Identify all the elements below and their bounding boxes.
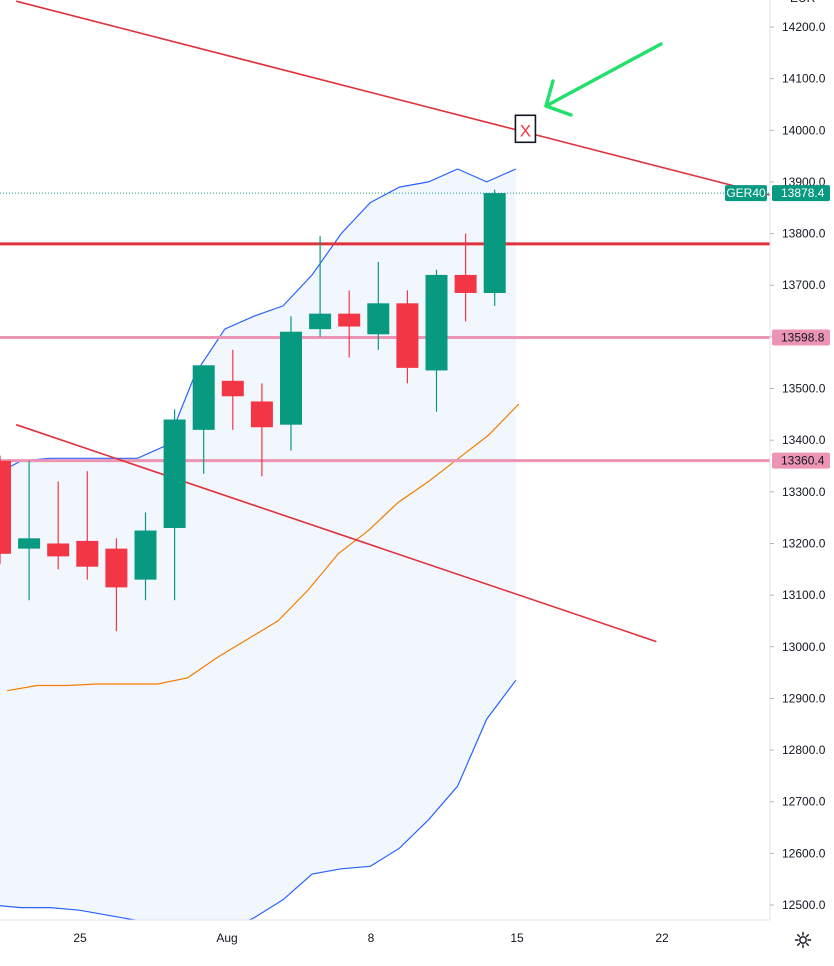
price-badge-label: 13878.4 bbox=[781, 186, 825, 200]
candle-body bbox=[338, 313, 361, 327]
price-tick-label: 13300.0 bbox=[782, 485, 826, 499]
price-axis-unit: EUR bbox=[790, 0, 816, 5]
candle-body bbox=[396, 303, 419, 368]
time-tick-label: 15 bbox=[510, 931, 524, 945]
price-tick-label: 12900.0 bbox=[782, 691, 826, 705]
price-tick-label: 13100.0 bbox=[782, 588, 826, 602]
candle bbox=[280, 316, 302, 451]
price-tick-label: 14200.0 bbox=[782, 20, 826, 34]
trendlines bbox=[15, 0, 800, 643]
candle bbox=[309, 236, 332, 337]
bollinger-middle-line bbox=[6, 403, 520, 692]
candle bbox=[47, 481, 70, 570]
candle-body bbox=[483, 193, 506, 293]
price-tick-label: 13400.0 bbox=[782, 433, 826, 447]
candle bbox=[250, 383, 273, 477]
price-badge bbox=[772, 329, 830, 346]
candle bbox=[163, 409, 186, 601]
price-badge-label: 13598.8 bbox=[781, 331, 825, 345]
price-tick-label: 14100.0 bbox=[782, 72, 826, 86]
candle bbox=[396, 290, 419, 384]
candle bbox=[76, 471, 99, 580]
arrow-shaft bbox=[544, 42, 663, 108]
price-tick-label: 13200.0 bbox=[782, 536, 826, 550]
price-tick-label: 13800.0 bbox=[782, 227, 826, 241]
candle bbox=[105, 538, 128, 632]
candle-body bbox=[425, 274, 448, 371]
price-badge bbox=[772, 185, 830, 202]
candle-body bbox=[163, 419, 186, 528]
time-tick-label: 25 bbox=[73, 931, 87, 945]
price-axis bbox=[770, 0, 834, 966]
price-badges: 13878.4 GER40 13598.8 13360.4 bbox=[725, 185, 830, 469]
price-badge bbox=[772, 452, 830, 469]
bollinger-upper-line bbox=[0, 168, 517, 473]
price-tick-label: 13500.0 bbox=[782, 382, 826, 396]
bollinger-fill bbox=[0, 169, 516, 936]
price-tick-label: 12500.0 bbox=[782, 898, 826, 912]
marker-text: X bbox=[520, 121, 531, 140]
candle-body bbox=[18, 538, 41, 549]
candle-body bbox=[250, 401, 273, 428]
candle bbox=[454, 233, 477, 322]
candle-body bbox=[0, 460, 11, 554]
time-tick-label: Aug bbox=[216, 931, 237, 945]
candle bbox=[425, 269, 448, 412]
price-tick-label: 14000.0 bbox=[782, 123, 826, 137]
candle bbox=[338, 290, 361, 358]
candle-body bbox=[105, 548, 128, 588]
time-tick-label: 8 bbox=[368, 931, 375, 945]
trendline-0 bbox=[15, 0, 800, 204]
price-tick-label: 13700.0 bbox=[782, 278, 826, 292]
time-tick-label: 22 bbox=[655, 931, 669, 945]
candle-body bbox=[454, 274, 477, 293]
candle bbox=[0, 455, 11, 565]
annotations: X bbox=[514, 42, 663, 144]
candle bbox=[221, 349, 244, 430]
candle bbox=[192, 365, 215, 474]
horizontal-levels bbox=[0, 192, 770, 463]
candles bbox=[0, 189, 506, 632]
candle bbox=[18, 460, 41, 601]
symbol-badge bbox=[725, 185, 767, 202]
gear-icon[interactable] bbox=[793, 930, 813, 950]
candle bbox=[134, 512, 157, 601]
symbol-badge-label: GER40 bbox=[726, 186, 766, 200]
candle bbox=[367, 261, 390, 350]
candle-body bbox=[309, 313, 332, 330]
candle-body bbox=[76, 540, 99, 567]
bollinger-lower-line bbox=[0, 679, 517, 937]
bollinger-band-fill bbox=[0, 169, 516, 936]
candle-body bbox=[221, 380, 244, 397]
candle-body bbox=[192, 365, 215, 430]
bollinger-bands bbox=[0, 168, 520, 937]
candle-body bbox=[47, 543, 70, 557]
candle-body bbox=[367, 303, 390, 335]
trendline-1 bbox=[15, 423, 657, 643]
candle-body bbox=[280, 331, 302, 425]
marker-box bbox=[514, 114, 537, 144]
candle bbox=[483, 189, 506, 306]
price-tick-label: 13000.0 bbox=[782, 640, 826, 654]
time-axis bbox=[0, 920, 770, 966]
price-tick-label: 12700.0 bbox=[782, 795, 826, 809]
price-tick-label: 12600.0 bbox=[782, 846, 826, 860]
arrow-head bbox=[544, 79, 573, 117]
price-badge-label: 13360.4 bbox=[781, 454, 825, 468]
candle-body bbox=[134, 530, 157, 580]
price-tick-label: 12800.0 bbox=[782, 743, 826, 757]
